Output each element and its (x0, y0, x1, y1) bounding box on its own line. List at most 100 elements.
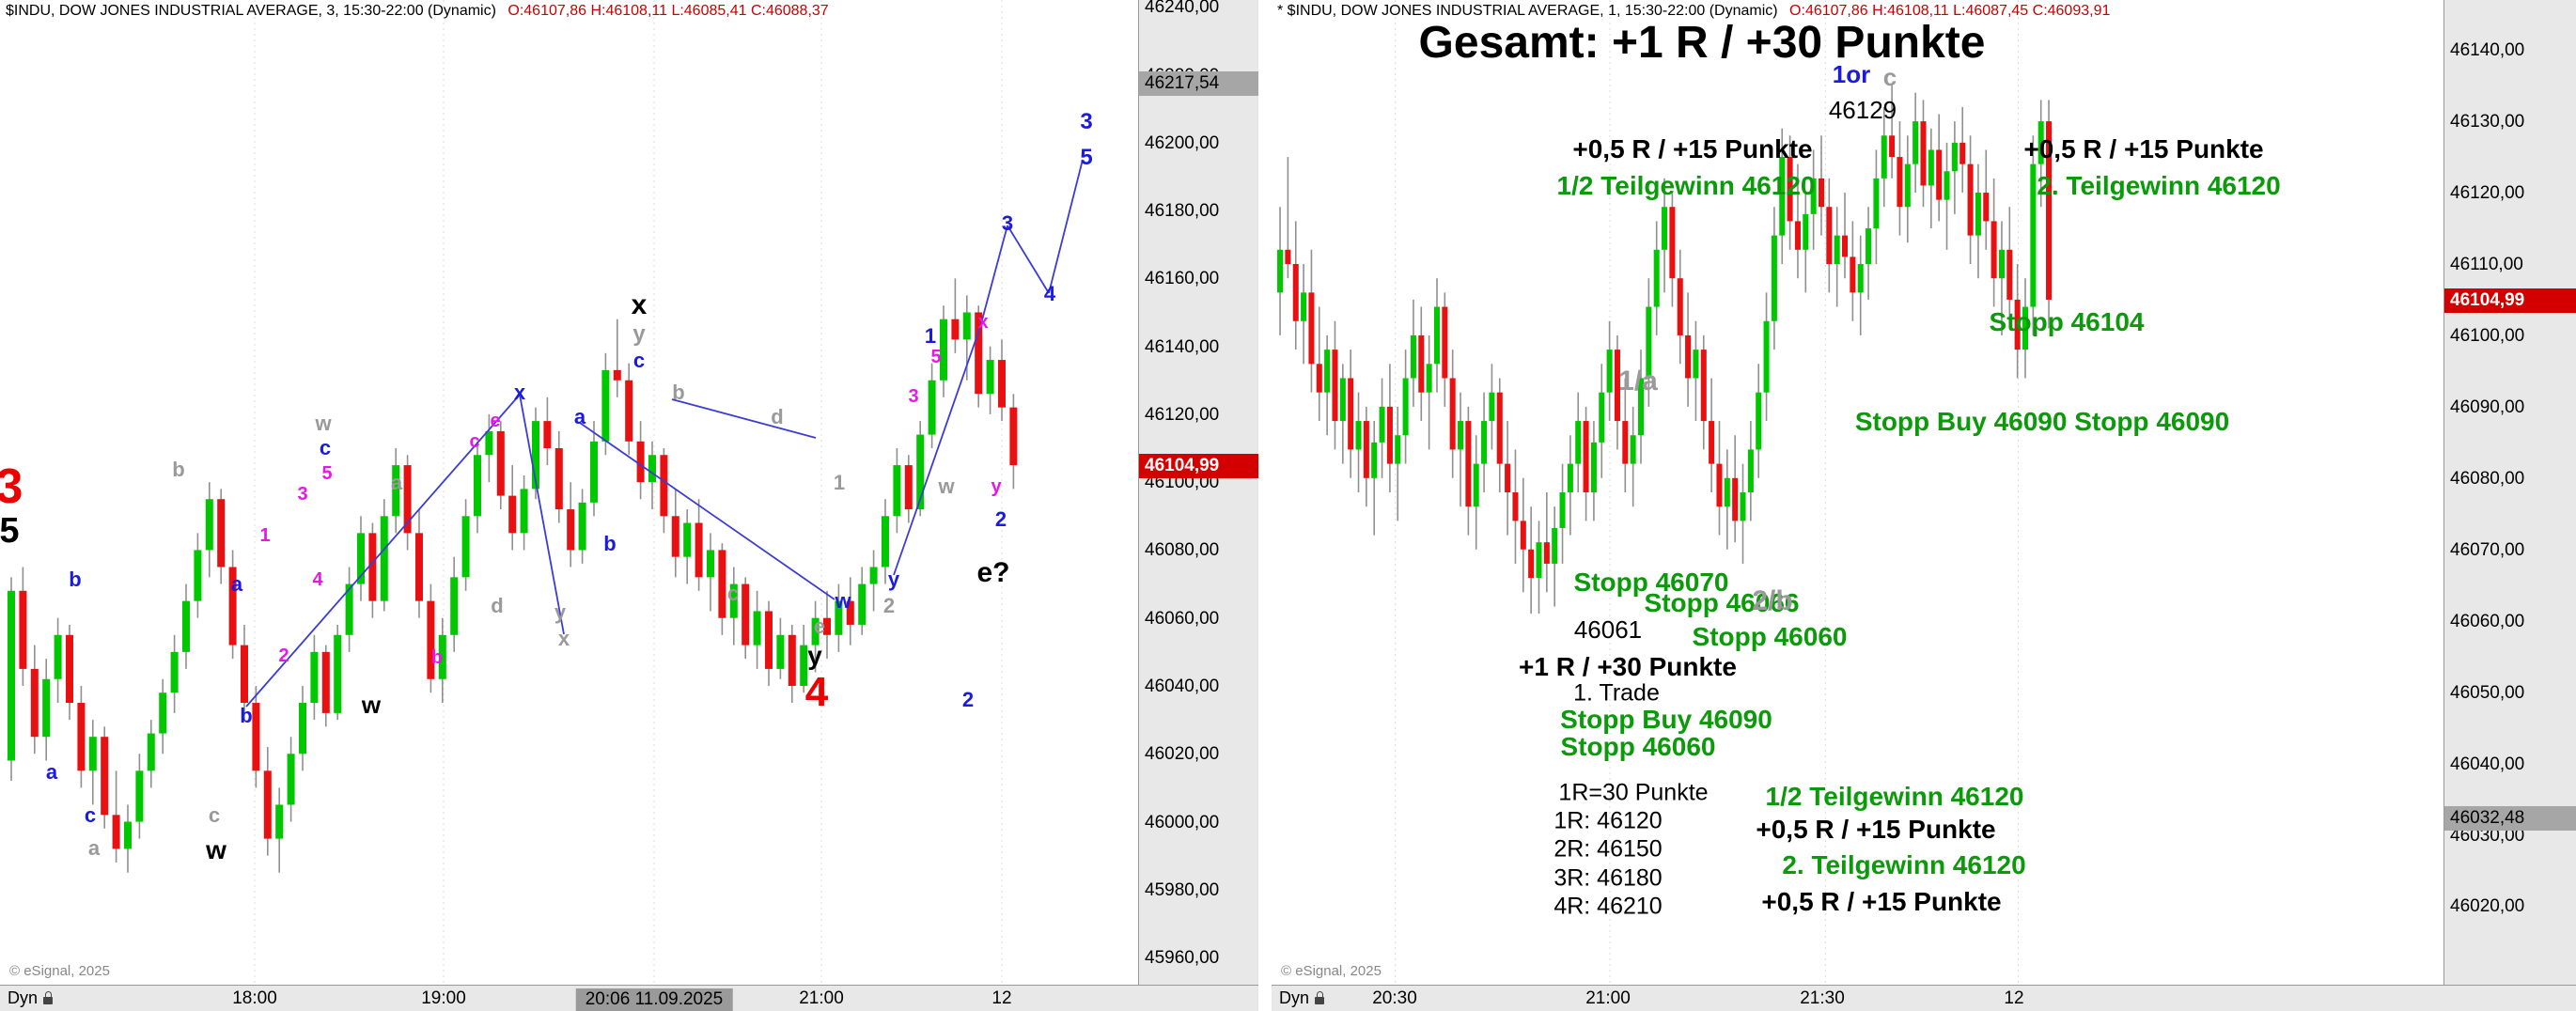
candle-body (613, 369, 621, 381)
candle-body (1277, 249, 1284, 293)
candle-body (159, 692, 167, 734)
candle-body (940, 319, 947, 381)
candle-body (1998, 249, 2005, 279)
trendline[interactable] (1048, 159, 1084, 294)
time-axis-label: 21:00 (1585, 988, 1631, 1008)
candle-body (1418, 334, 1425, 393)
candle-body (461, 516, 470, 578)
candle-body (474, 455, 481, 517)
candle-body (648, 455, 656, 483)
time-tick-area: 18:00 19:00 21:00 12 20:06 11.09.2025 (0, 986, 1258, 1011)
chart-area-3min[interactable]: 35acabbcwab12345cwwabcexdabyxxycbdc1wey4… (0, 0, 1139, 985)
candle-body (823, 617, 831, 635)
candle-body (1583, 421, 1589, 492)
price-marker-red: 46104,99 (2444, 288, 2576, 314)
candle-body (392, 465, 400, 517)
chart-area-1min[interactable]: Gesamt: +1 R / +30 Punkte 1or c 46129 +0,5 R… (1272, 0, 2444, 985)
candle-body (101, 737, 109, 816)
candle-body (1732, 477, 1739, 521)
candle-body (1520, 521, 1526, 550)
trendline[interactable] (893, 326, 981, 576)
candle-body (334, 634, 342, 713)
candle-body (1355, 421, 1362, 450)
trendline[interactable] (979, 225, 1008, 328)
candle-body (1379, 406, 1385, 443)
candle-body (1693, 350, 1699, 379)
candle-body (1763, 320, 1770, 393)
price-axis-1min[interactable]: 46140,00 46130,00 46120,00 46110,00 46100,00… (2444, 0, 2576, 985)
candle-body (1866, 228, 1872, 264)
candle-body (1897, 157, 1903, 208)
candle-body (438, 634, 446, 679)
candle-body (904, 465, 913, 510)
price-axis-label: 46090,00 (2450, 397, 2525, 417)
candle-body (1920, 121, 1927, 186)
candlestick-chart-1min[interactable] (1272, 0, 2443, 985)
copyright: © eSignal, 2025 (1281, 963, 1382, 979)
candle-body (1724, 477, 1730, 507)
price-axis-label: 46020,00 (2450, 896, 2525, 917)
candle-body (718, 550, 726, 618)
trendline[interactable] (245, 394, 521, 708)
candle-body (998, 360, 1006, 408)
price-axis-label: 46080,00 (2450, 468, 2525, 489)
candle-body (112, 815, 120, 849)
candle-body (1669, 207, 1676, 279)
symbol-info: $INDU, DOW JONES INDUSTRIAL AVERAGE, 3, … (6, 3, 496, 19)
time-axis-1min[interactable]: 20:30 21:00 21:30 12 Dyn (1272, 985, 2576, 1011)
candle-body (1308, 292, 1315, 365)
price-axis-label: 46000,00 (1145, 812, 1220, 832)
trendline[interactable] (519, 394, 565, 635)
trendline[interactable] (671, 398, 817, 439)
candle-body (1363, 421, 1369, 478)
candle-body (1442, 306, 1448, 379)
price-axis-label: 46020,00 (1145, 744, 1220, 765)
trendline[interactable] (1007, 225, 1050, 294)
candle-body (1449, 378, 1456, 450)
candle-body (1433, 306, 1441, 365)
price-axis-label: 46100,00 (2450, 325, 2525, 346)
candle-body (1386, 406, 1393, 464)
price-axis-label: 46120,00 (1145, 404, 1220, 425)
candle-body (1395, 435, 1401, 464)
candle-body (578, 502, 586, 551)
price-axis-label: 46140,00 (1145, 336, 1220, 357)
candle-body (321, 651, 330, 713)
candle-body (1324, 350, 1331, 393)
price-axis-label: 46030,00 (2450, 825, 2525, 846)
candle-body (1512, 492, 1519, 521)
candle-body (1857, 263, 1864, 293)
candlestick-chart-3min[interactable] (0, 0, 1138, 985)
candle-body (42, 678, 51, 738)
candle-body (1552, 527, 1558, 564)
candle-body (124, 821, 132, 849)
candle-body (660, 455, 668, 517)
dyn-button[interactable]: Dyn (1279, 988, 1325, 1008)
dyn-button[interactable]: Dyn (8, 988, 54, 1008)
price-axis-label: 46070,00 (2450, 539, 2525, 560)
candle-body (88, 737, 97, 771)
price-axis-label: 46040,00 (1145, 676, 1220, 696)
time-axis-3min[interactable]: 18:00 19:00 21:00 12 20:06 11.09.2025 Dyn (0, 985, 1258, 1011)
candle-body (567, 509, 575, 551)
candle-body (1622, 421, 1629, 464)
candle-body (707, 550, 714, 578)
candle-body (1567, 463, 1573, 492)
candle-body (695, 522, 703, 578)
price-marker-gray: 46217,54 (1139, 71, 1258, 97)
candle-body (636, 441, 645, 483)
trendline[interactable] (579, 422, 835, 600)
candle-body (742, 583, 750, 645)
candle-body (357, 533, 365, 584)
price-axis-3min[interactable]: 46240,0046220,0046200,0046180,0046160,00… (1139, 0, 1258, 985)
time-axis-label: 20:30 (1372, 988, 1417, 1008)
candle-body (951, 319, 960, 340)
candle-body (893, 465, 901, 517)
time-axis-label: 21:30 (1800, 988, 1845, 1008)
candle-body (625, 380, 633, 442)
candle-body (1904, 163, 1911, 208)
candle-body (1332, 350, 1338, 422)
candle-body (1716, 463, 1723, 507)
candle-body (1826, 207, 1833, 264)
candle-body (427, 600, 435, 679)
